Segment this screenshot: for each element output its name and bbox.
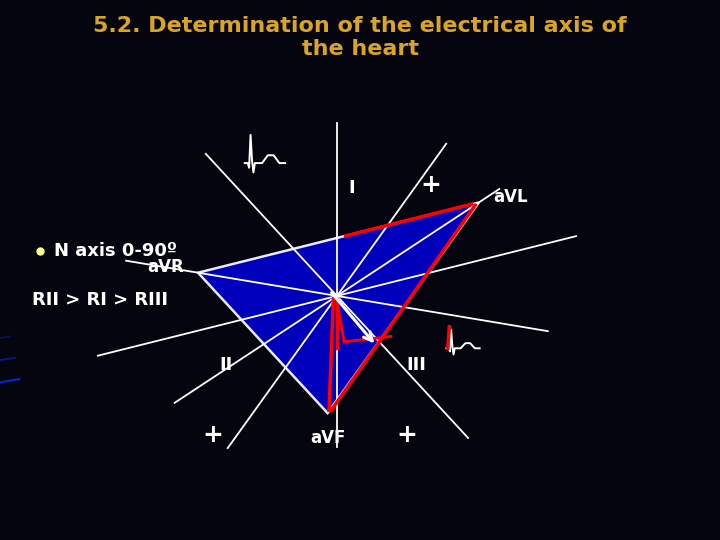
Text: aVL: aVL bbox=[493, 188, 528, 206]
Text: N axis 0-90º: N axis 0-90º bbox=[54, 242, 177, 260]
Text: aVF: aVF bbox=[310, 429, 346, 447]
Text: +: + bbox=[420, 173, 441, 197]
Text: I: I bbox=[348, 179, 355, 197]
Text: aVR: aVR bbox=[147, 258, 184, 276]
Text: RII > RI > RIII: RII > RI > RIII bbox=[32, 291, 168, 309]
Text: III: III bbox=[407, 355, 427, 374]
Polygon shape bbox=[198, 202, 479, 413]
Text: +: + bbox=[397, 423, 417, 447]
Text: +: + bbox=[202, 423, 222, 447]
Text: II: II bbox=[220, 355, 233, 374]
Text: 5.2. Determination of the electrical axis of
the heart: 5.2. Determination of the electrical axi… bbox=[93, 16, 627, 59]
